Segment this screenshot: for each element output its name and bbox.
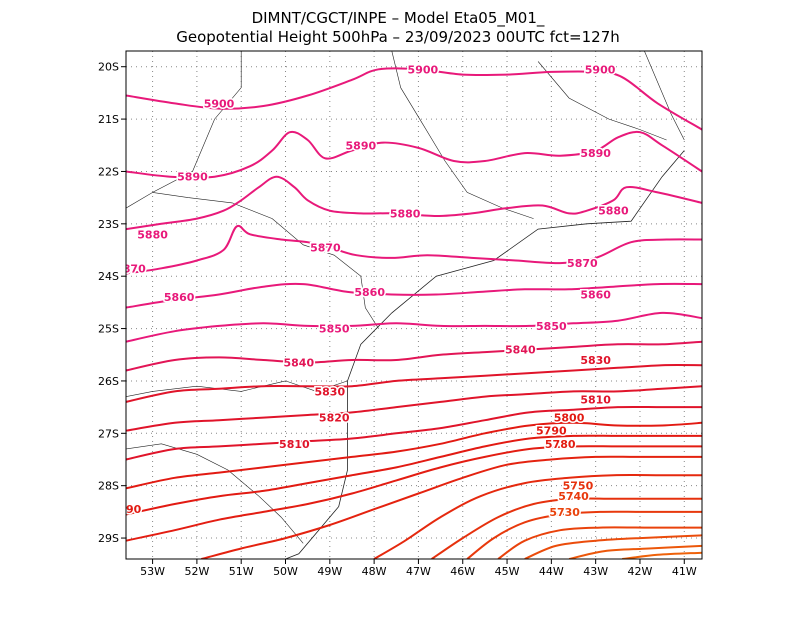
x-tick-label: 45W bbox=[495, 565, 520, 578]
contour-label: 5840 bbox=[505, 344, 536, 357]
contour-label: 5800 bbox=[554, 412, 585, 425]
state-border bbox=[644, 51, 685, 141]
chart-title-line2: Geopotential Height 500hPa – 23/09/2023 … bbox=[176, 28, 620, 46]
contour-line-5840 bbox=[126, 340, 702, 372]
contour-label: 5880 bbox=[390, 207, 421, 220]
contour-line-5890 bbox=[126, 130, 702, 179]
contour-label: 5810 bbox=[580, 393, 611, 406]
contour-line-5850 bbox=[126, 311, 702, 343]
y-tick-label: 20S bbox=[98, 61, 119, 74]
contour-line-5860 bbox=[126, 282, 702, 309]
contour-label: 5870 bbox=[115, 262, 146, 275]
x-tick-label: 43W bbox=[583, 565, 608, 578]
contour-label: 5900 bbox=[408, 63, 439, 76]
contour-line-5830 bbox=[126, 364, 702, 403]
contour-line-5790 bbox=[126, 434, 702, 516]
plot-frame bbox=[125, 50, 703, 560]
state-border bbox=[126, 443, 304, 544]
y-tick-label: 22S bbox=[98, 165, 119, 178]
state-border bbox=[126, 380, 348, 397]
x-tick-label: 50W bbox=[273, 565, 298, 578]
x-tick-label: 49W bbox=[317, 565, 342, 578]
contour-line-5730 bbox=[497, 526, 702, 559]
y-tick-label: 23S bbox=[98, 218, 119, 231]
chart-title-line1: DIMNT/CGCT/INPE – Model Eta05_M01_ bbox=[252, 9, 545, 28]
contour-label: 5900 bbox=[204, 97, 235, 110]
x-tick-label: 52W bbox=[184, 565, 209, 578]
contour-label: 5830 bbox=[580, 354, 611, 367]
contour-line-5770 bbox=[201, 455, 702, 559]
x-tick-label: 41W bbox=[672, 565, 697, 578]
y-tick-label: 28S bbox=[98, 480, 119, 493]
contour-label: 5740 bbox=[558, 490, 589, 503]
y-tick-label: 25S bbox=[98, 323, 119, 336]
y-tick-label: 27S bbox=[98, 427, 119, 440]
contour-line-5780 bbox=[126, 445, 702, 542]
x-tick-label: 53W bbox=[140, 565, 165, 578]
contour-label: 5750 bbox=[563, 480, 594, 493]
plot-area: 53W 52W 51W 50W 49W 48W 47W 46W 45W 44W 43W 42W 41W 2… bbox=[98, 50, 703, 578]
contour-label: 5870 bbox=[567, 257, 598, 270]
y-tick-label: 24S bbox=[98, 270, 119, 283]
contour-label: 5850 bbox=[319, 323, 350, 336]
contour-group: 5900 5900 5900 5890 5890 5890 5880 5880 5880 5870… bbox=[111, 62, 702, 559]
contour-label: 5790 bbox=[536, 425, 567, 438]
contour-label: 5830 bbox=[315, 385, 346, 398]
contour-label: 5900 bbox=[585, 63, 616, 76]
contour-line-5740 bbox=[466, 510, 702, 559]
contour-line-5720 bbox=[524, 534, 702, 559]
contour-line-5800 bbox=[126, 421, 702, 490]
y-tick-label: 21S bbox=[98, 113, 119, 126]
x-tick-label: 48W bbox=[362, 565, 387, 578]
x-tick-label: 51W bbox=[229, 565, 254, 578]
contour-label: 5890 bbox=[346, 139, 377, 152]
contour-line-5710 bbox=[568, 544, 702, 559]
contour-line-5750 bbox=[431, 497, 702, 559]
base-map bbox=[126, 51, 685, 559]
x-tick-label: 46W bbox=[450, 565, 475, 578]
contour-label: 5840 bbox=[283, 357, 314, 370]
contour-line-5760 bbox=[373, 474, 702, 559]
contour-label: 5810 bbox=[279, 438, 310, 451]
x-tick-label: 42W bbox=[628, 565, 653, 578]
contour-label: 5880 bbox=[598, 205, 629, 218]
contour-label: 5790 bbox=[111, 503, 142, 516]
y-tick-label: 29S bbox=[98, 532, 119, 545]
contour-label: 5860 bbox=[580, 289, 611, 302]
contour-label: 5860 bbox=[164, 291, 195, 304]
contour-label: 5780 bbox=[545, 438, 576, 451]
x-tick-label: 47W bbox=[406, 565, 431, 578]
state-border bbox=[537, 61, 667, 141]
state-border bbox=[152, 51, 242, 193]
x-tick-label: 44W bbox=[539, 565, 564, 578]
contour-line-5700 bbox=[622, 551, 702, 559]
contour-line-5820 bbox=[126, 385, 702, 432]
contour-label: 5860 bbox=[354, 286, 385, 299]
contour-label: 5820 bbox=[319, 412, 350, 425]
contour-label: 5880 bbox=[137, 228, 168, 241]
contour-label: 5890 bbox=[580, 147, 611, 160]
contour-line-5900 bbox=[126, 67, 702, 131]
contour-line-5880 bbox=[126, 175, 702, 231]
grid-lines bbox=[126, 51, 702, 559]
contour-label: 5730 bbox=[549, 506, 580, 519]
contour-line-5810 bbox=[126, 405, 702, 461]
contour-label: 5890 bbox=[177, 171, 208, 184]
y-tick-label: 26S bbox=[98, 375, 119, 388]
contour-label: 5850 bbox=[536, 320, 567, 333]
contour-label: 5870 bbox=[310, 241, 341, 254]
contour-line-5870 bbox=[126, 224, 702, 275]
coastline bbox=[285, 150, 685, 559]
state-border bbox=[126, 192, 379, 329]
